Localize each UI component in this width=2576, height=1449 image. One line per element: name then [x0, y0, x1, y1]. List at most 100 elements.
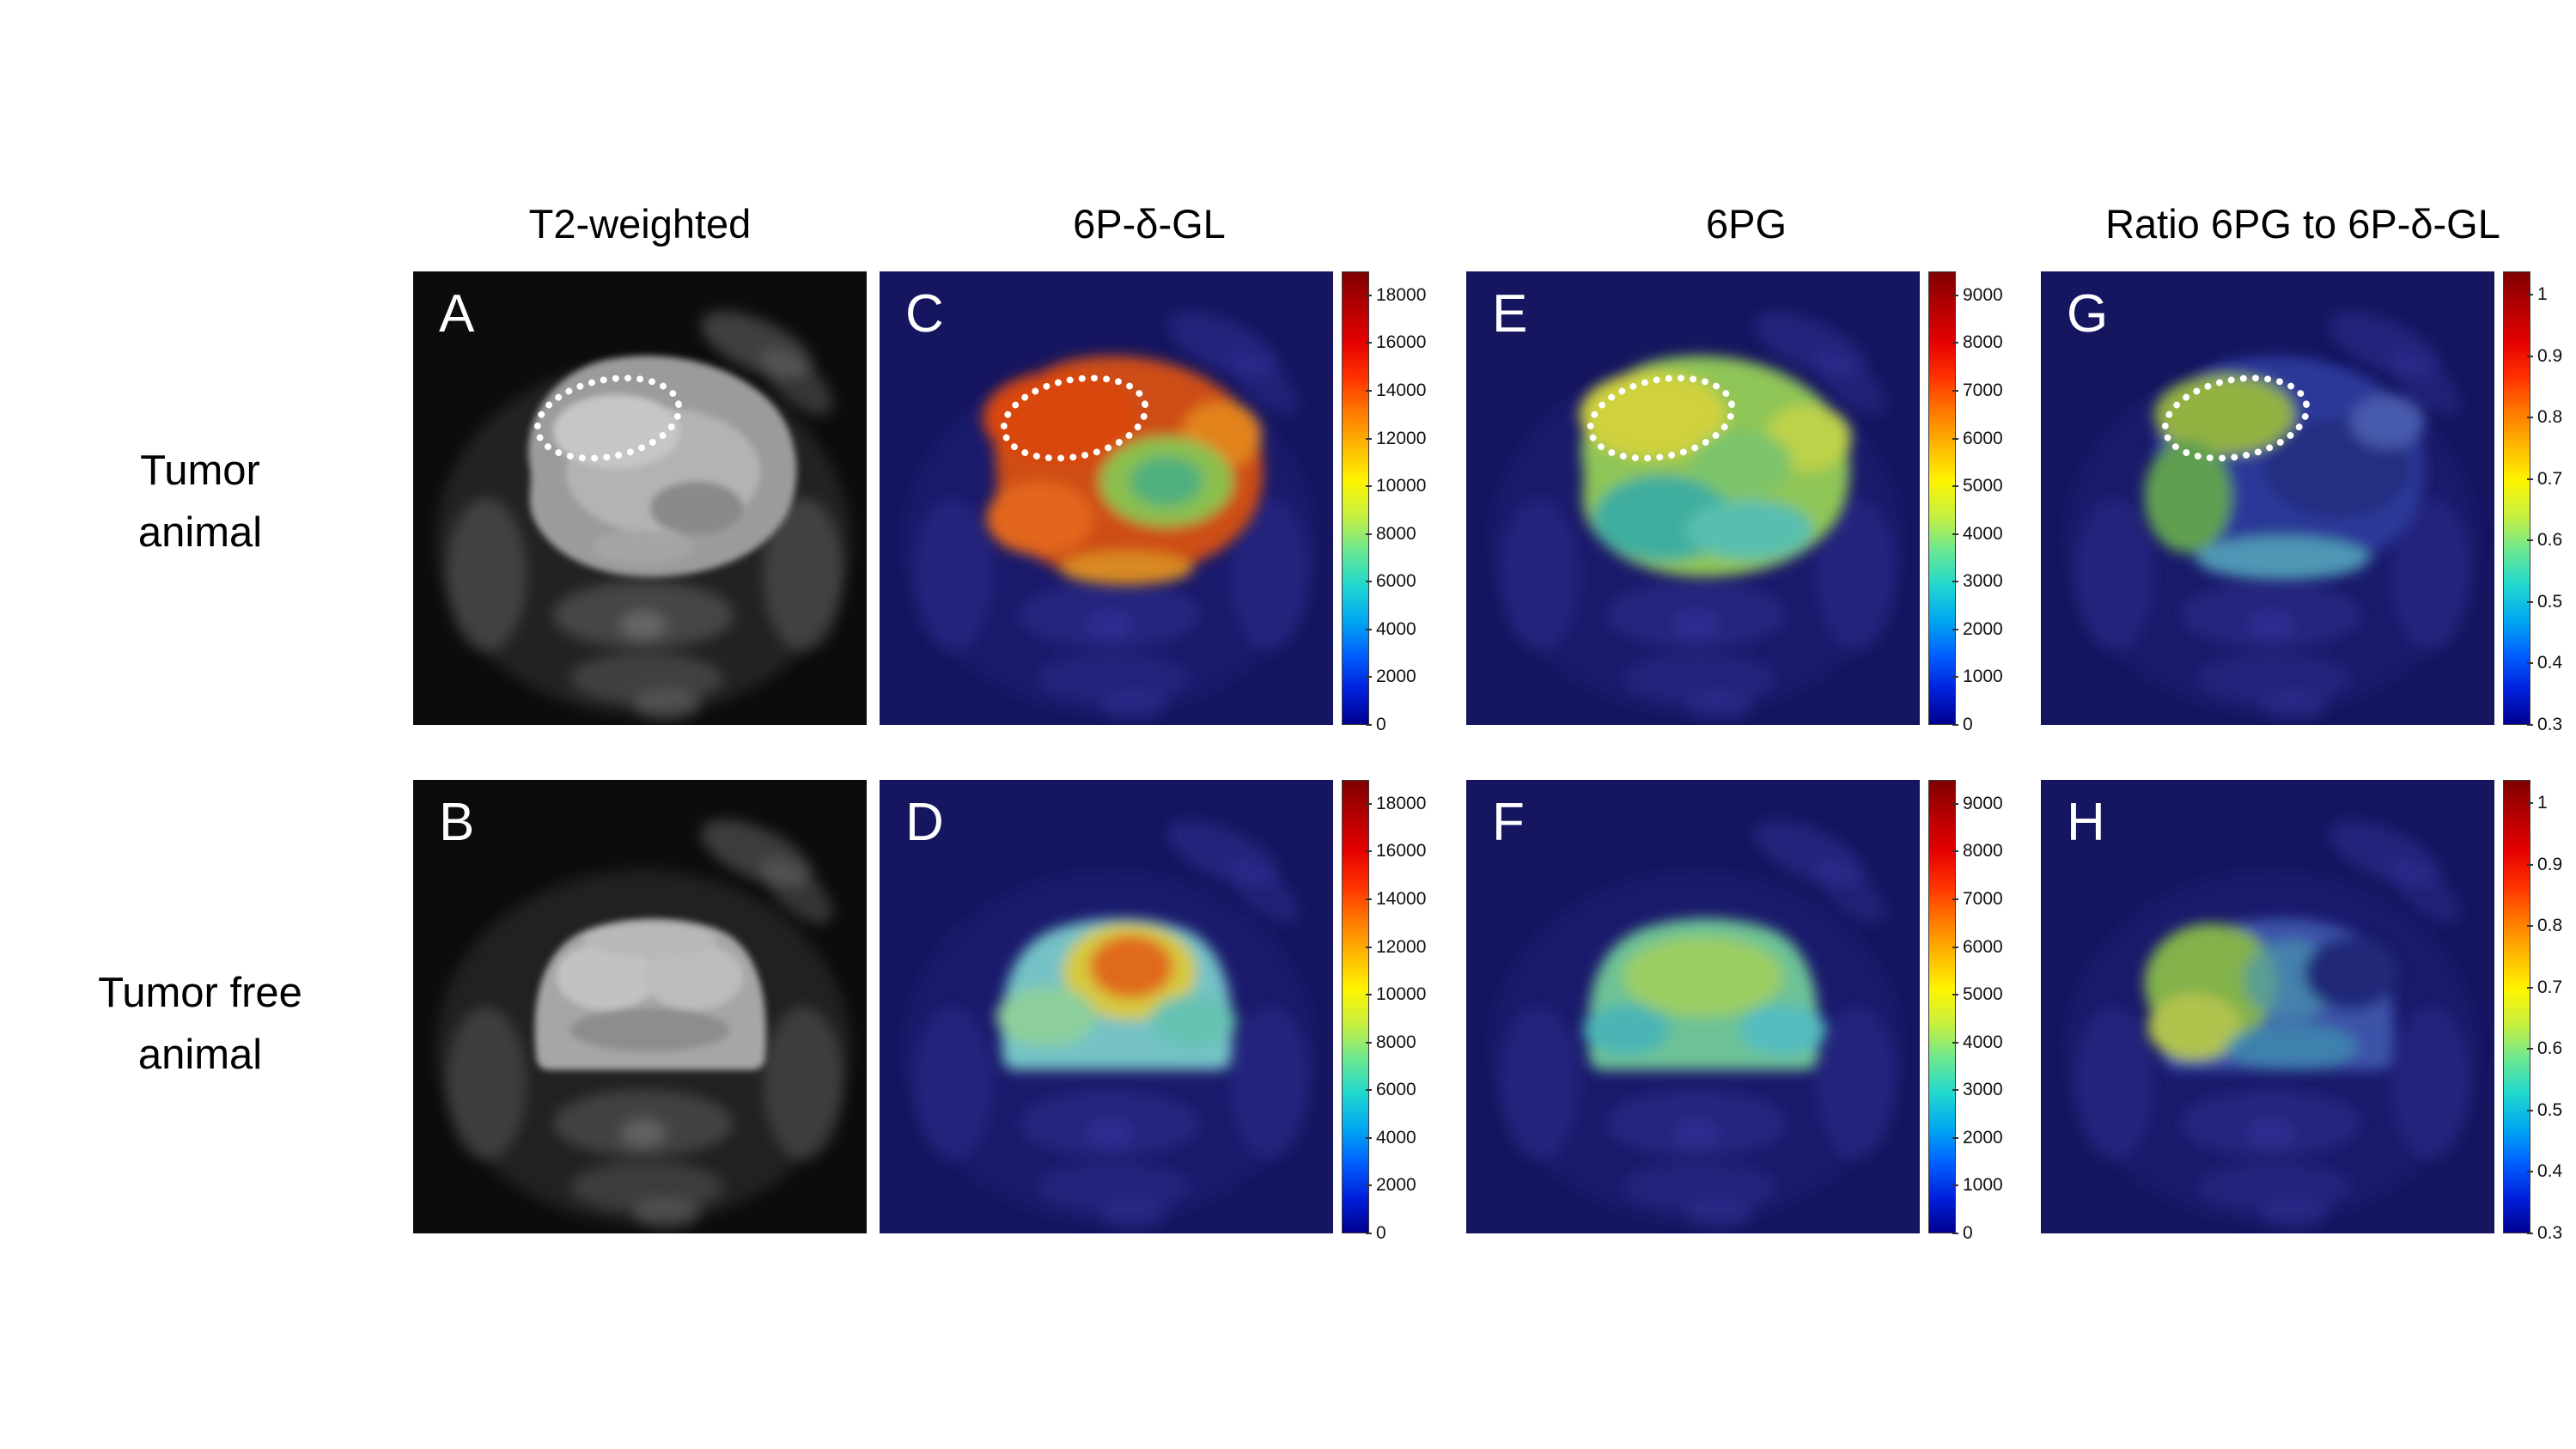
- colorbar-gradient: [1928, 271, 1956, 725]
- colorbar-tick-labels: 1 0.9 0.8 0.7 0.6 0.5 0.4 0.3: [2526, 271, 2576, 734]
- colorbar-tick-label: 0: [1366, 715, 1386, 734]
- colorbar-tick-label: 6000: [1952, 428, 2003, 448]
- colorbar-tick-label: 0: [1952, 1223, 1973, 1243]
- panel-G-ratio-tumor: G: [2041, 271, 2494, 725]
- colorbar-tick-label: 9000: [1952, 793, 2003, 813]
- colorbar-tick-label: 0.7: [2526, 468, 2563, 489]
- colorbar-tick-label: 4000: [1952, 523, 2003, 544]
- panel-letter: F: [1492, 793, 1526, 852]
- colorbar-gradient: [1342, 780, 1369, 1233]
- row-label-line: animal: [137, 1032, 263, 1078]
- row-label-line: animal: [137, 509, 263, 556]
- column-header-6pdgl: 6P-δ-GL: [1073, 201, 1226, 247]
- colorbar-tick-label: 1: [2527, 284, 2548, 305]
- panel-C-6pdgl-tumor: C: [880, 271, 1333, 725]
- colorbar-tick-label: 0.7: [2526, 977, 2563, 997]
- ratio-overlay: [2144, 918, 2398, 1070]
- mri-image-C: [880, 271, 1333, 725]
- colorbar-tick-label: 0.8: [2526, 407, 2563, 428]
- colorbar-tick-label: 8000: [1952, 841, 2003, 861]
- colorbar-tick-label: 2000: [1366, 1175, 1416, 1196]
- colorbar-tick-label: 7000: [1952, 380, 2003, 400]
- colorbar-6pdgl-tumor: 18000 16000 14000 12000 10000 8000 6000 4000 200…: [1342, 271, 1445, 734]
- colorbar-tick-label: 8000: [1366, 1032, 1416, 1052]
- colorbar-tick-label: 0.3: [2526, 1223, 2563, 1243]
- colorbar-tick-label: 0.9: [2526, 345, 2563, 366]
- mri-image-H: [2041, 780, 2494, 1233]
- colorbar-tick-label: 6000: [1366, 571, 1416, 592]
- colorbar-tick-label: 1000: [1952, 1175, 2003, 1196]
- row-label-line: Tumor free: [98, 970, 302, 1016]
- mri-image-B: [413, 780, 867, 1233]
- colorbar-tick-label: 5000: [1952, 476, 2003, 496]
- colorbar-tick-labels: 9000 8000 7000 6000 5000 4000 3000 2000 1000 0: [1952, 271, 2030, 734]
- colorbar-tick-label: 0: [1366, 1223, 1386, 1243]
- colorbar-tick-label: 16000: [1365, 841, 1427, 861]
- colorbar-gradient: [2503, 271, 2530, 725]
- colorbar-tick-label: 0.3: [2526, 715, 2563, 734]
- panel-E-6pg-tumor: E: [1466, 271, 1920, 725]
- colorbar-tick-label: 1000: [1952, 667, 2003, 687]
- colorbar-tick-label: 2000: [1366, 667, 1416, 687]
- colorbar-gradient: [1342, 271, 1369, 725]
- panel-letter: C: [905, 284, 945, 344]
- colorbar-tick-labels: 18000 16000 14000 12000 10000 8000 6000 4000 200…: [1365, 780, 1443, 1243]
- colorbar-tick-label: 4000: [1366, 618, 1416, 639]
- column-header-ratio: Ratio 6PG to 6P-δ-GL: [2105, 201, 2500, 247]
- colorbar-tick-label: 14000: [1365, 888, 1427, 909]
- colorbar-tick-label: 6000: [1952, 936, 2003, 957]
- mri-image-G: [2041, 271, 2494, 725]
- colorbar-tick-label: 2000: [1952, 618, 2003, 639]
- colorbar-tick-labels: 1 0.9 0.8 0.7 0.6 0.5 0.4 0.3: [2526, 780, 2576, 1243]
- colorbar-6pdgl-free: 18000 16000 14000 12000 10000 8000 6000 4000 200…: [1342, 780, 1445, 1243]
- colorbar-tick-label: 10000: [1365, 984, 1427, 1005]
- panel-letter: H: [2067, 793, 2106, 852]
- colorbar-tick-label: 1: [2527, 793, 2548, 813]
- row-label-tumor-animal: Tumor animal: [28, 440, 372, 563]
- colorbar-gradient: [1928, 780, 1956, 1233]
- colorbar-tick-label: 0.6: [2526, 530, 2563, 551]
- colorbar-tick-label: 0.5: [2526, 591, 2563, 612]
- panel-letter: B: [439, 793, 476, 852]
- panel-F-6pg-free: F: [1466, 780, 1920, 1233]
- colorbar-tick-label: 16000: [1365, 332, 1427, 353]
- column-header-t2: T2-weighted: [528, 201, 752, 247]
- panel-A-t2-tumor: A: [413, 271, 867, 725]
- colorbar-tick-label: 8000: [1366, 523, 1416, 544]
- colorbar-tick-label: 3000: [1952, 1080, 2003, 1100]
- colorbar-tick-label: 0.5: [2526, 1099, 2563, 1120]
- panel-letter: G: [2067, 284, 2110, 344]
- colorbar-tick-label: 5000: [1952, 984, 2003, 1005]
- brain-t2: [534, 918, 766, 1070]
- colorbar-tick-label: 8000: [1952, 332, 2003, 353]
- mri-image-E: [1466, 271, 1920, 725]
- metabolite-overlay: [996, 918, 1237, 1070]
- metabolite-overlay: [983, 356, 1264, 585]
- colorbar-6pg-tumor: 9000 8000 7000 6000 5000 4000 3000 2000 1000 0: [1928, 271, 2031, 734]
- colorbar-tick-label: 0.6: [2526, 1038, 2563, 1059]
- colorbar-tick-label: 18000: [1365, 284, 1427, 305]
- colorbar-tick-label: 9000: [1952, 284, 2003, 305]
- panel-letter: E: [1492, 284, 1529, 344]
- colorbar-gradient: [2503, 780, 2530, 1233]
- colorbar-tick-label: 6000: [1366, 1080, 1416, 1100]
- metabolite-overlay: [1582, 918, 1827, 1070]
- colorbar-tick-label: 12000: [1365, 428, 1427, 448]
- colorbar-tick-labels: 9000 8000 7000 6000 5000 4000 3000 2000 1000 0: [1952, 780, 2030, 1243]
- column-header-6pg: 6PG: [1705, 201, 1787, 247]
- mri-image-D: [880, 780, 1333, 1233]
- panel-H-ratio-free: H: [2041, 780, 2494, 1233]
- panel-letter: A: [439, 284, 476, 344]
- colorbar-tick-labels: 18000 16000 14000 12000 10000 8000 6000 4000 200…: [1365, 271, 1443, 734]
- colorbar-tick-label: 3000: [1952, 571, 2003, 592]
- ratio-overlay: [2144, 356, 2425, 581]
- colorbar-tick-label: 0.9: [2526, 854, 2563, 874]
- colorbar-ratio-tumor: 1 0.9 0.8 0.7 0.6 0.5 0.4 0.3: [2503, 271, 2576, 734]
- panel-B-t2-free: B: [413, 780, 867, 1233]
- mri-image-F: [1466, 780, 1920, 1233]
- colorbar-tick-label: 4000: [1952, 1032, 2003, 1052]
- colorbar-tick-label: 14000: [1365, 380, 1427, 400]
- colorbar-tick-label: 0.8: [2526, 916, 2563, 936]
- colorbar-tick-label: 0.4: [2526, 1161, 2563, 1182]
- colorbar-tick-label: 0: [1952, 715, 1973, 734]
